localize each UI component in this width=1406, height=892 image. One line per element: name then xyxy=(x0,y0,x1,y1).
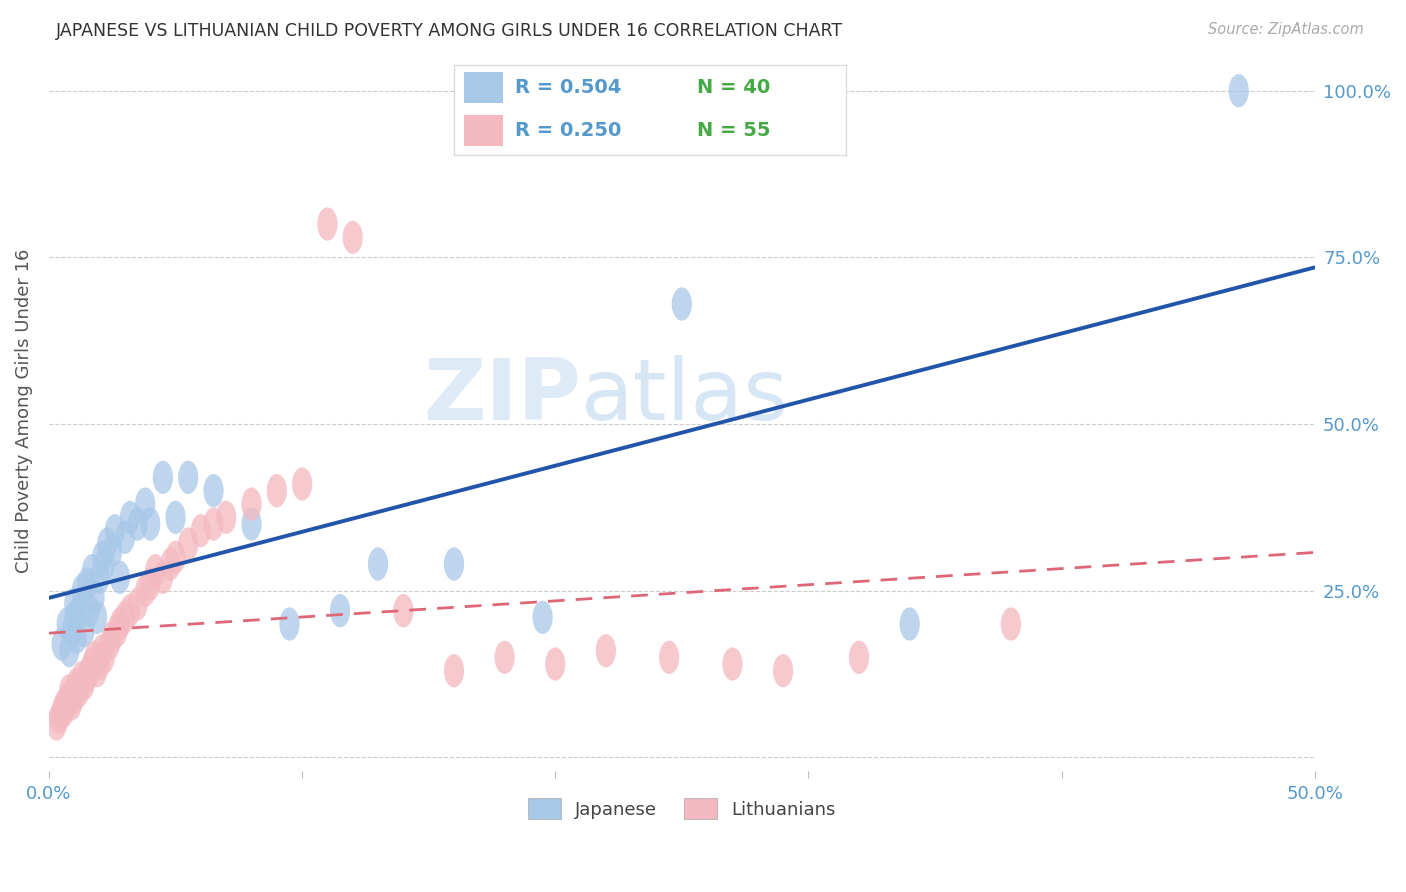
Text: Source: ZipAtlas.com: Source: ZipAtlas.com xyxy=(1208,22,1364,37)
Y-axis label: Child Poverty Among Girls Under 16: Child Poverty Among Girls Under 16 xyxy=(15,249,32,573)
Text: JAPANESE VS LITHUANIAN CHILD POVERTY AMONG GIRLS UNDER 16 CORRELATION CHART: JAPANESE VS LITHUANIAN CHILD POVERTY AMO… xyxy=(56,22,844,40)
Text: atlas: atlas xyxy=(581,355,789,438)
Legend: Japanese, Lithuanians: Japanese, Lithuanians xyxy=(522,791,842,827)
Text: ZIP: ZIP xyxy=(423,355,581,438)
